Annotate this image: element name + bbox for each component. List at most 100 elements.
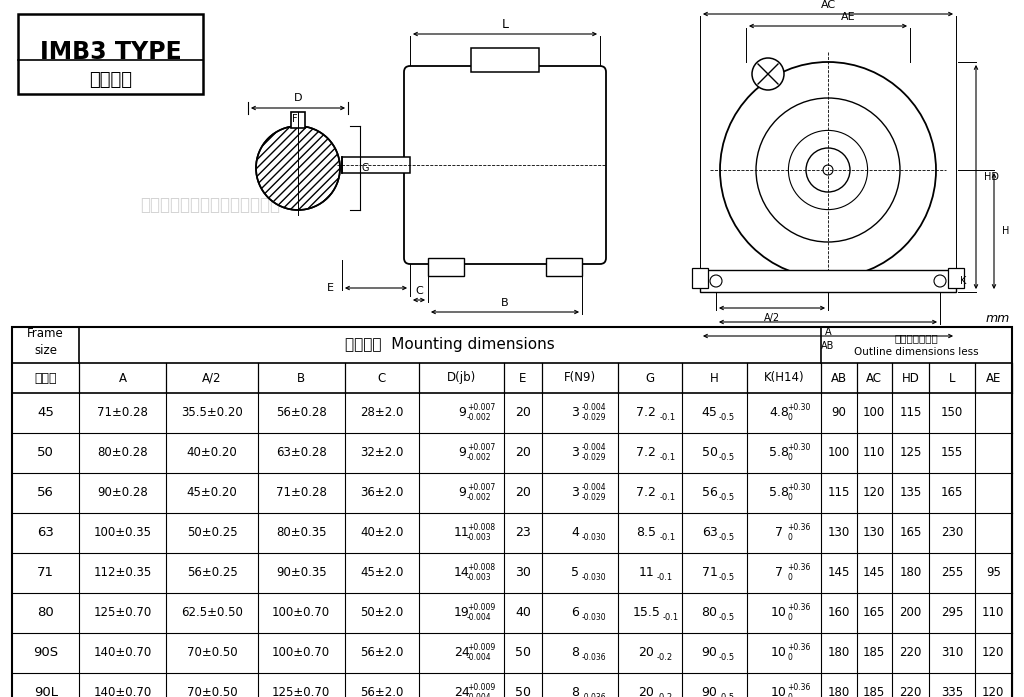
Text: 5: 5 bbox=[570, 567, 579, 579]
Text: -0.002: -0.002 bbox=[467, 493, 492, 503]
Text: 130: 130 bbox=[827, 526, 850, 539]
Text: 0: 0 bbox=[787, 574, 792, 583]
Text: 115: 115 bbox=[899, 406, 922, 420]
Text: 山东华力电机集团股份有限公司: 山东华力电机集团股份有限公司 bbox=[140, 196, 280, 214]
Text: C: C bbox=[415, 286, 423, 296]
Text: 185: 185 bbox=[863, 687, 886, 697]
Text: -0.1: -0.1 bbox=[659, 454, 676, 463]
Text: 外形尺寸不大於
Outline dimensions less: 外形尺寸不大於 Outline dimensions less bbox=[854, 333, 979, 357]
Text: 165: 165 bbox=[899, 526, 922, 539]
Text: -0.1: -0.1 bbox=[659, 413, 676, 422]
Text: 40: 40 bbox=[515, 606, 530, 620]
Text: 5.8: 5.8 bbox=[769, 487, 790, 500]
Text: 90: 90 bbox=[831, 406, 847, 420]
Text: 24: 24 bbox=[454, 687, 470, 697]
Text: 185: 185 bbox=[863, 647, 886, 659]
Bar bbox=[692, 268, 708, 288]
Text: 70±0.50: 70±0.50 bbox=[186, 687, 238, 697]
Text: +0.36: +0.36 bbox=[787, 604, 810, 613]
Text: 50: 50 bbox=[37, 447, 54, 459]
Text: 115: 115 bbox=[827, 487, 850, 500]
Text: AB: AB bbox=[821, 341, 835, 351]
Text: 145: 145 bbox=[863, 567, 886, 579]
Text: -0.5: -0.5 bbox=[719, 694, 734, 697]
Text: -0.036: -0.036 bbox=[582, 694, 606, 697]
Text: +0.30: +0.30 bbox=[787, 404, 810, 413]
Text: +0.008: +0.008 bbox=[467, 563, 495, 572]
Text: 45±0.20: 45±0.20 bbox=[186, 487, 238, 500]
Text: 安装尺寸  Mounting dimensions: 安装尺寸 Mounting dimensions bbox=[345, 337, 555, 353]
Text: 32±2.0: 32±2.0 bbox=[360, 447, 403, 459]
Text: B: B bbox=[501, 298, 509, 308]
Text: 140±0.70: 140±0.70 bbox=[94, 687, 152, 697]
Text: 180: 180 bbox=[827, 687, 850, 697]
Text: 20: 20 bbox=[515, 406, 530, 420]
Text: 5.8: 5.8 bbox=[769, 447, 790, 459]
Text: 135: 135 bbox=[899, 487, 922, 500]
Text: 295: 295 bbox=[941, 606, 964, 620]
Text: -0.5: -0.5 bbox=[719, 413, 734, 422]
Text: C: C bbox=[378, 372, 386, 385]
Text: A/2: A/2 bbox=[203, 372, 222, 385]
Text: L: L bbox=[502, 19, 509, 31]
Text: 0: 0 bbox=[787, 413, 792, 422]
Text: 130: 130 bbox=[863, 526, 886, 539]
Text: -0.002: -0.002 bbox=[467, 413, 492, 422]
Text: 155: 155 bbox=[941, 447, 963, 459]
Text: 56±2.0: 56±2.0 bbox=[360, 647, 403, 659]
Text: HD: HD bbox=[984, 172, 999, 182]
Text: +0.36: +0.36 bbox=[787, 643, 810, 652]
Text: -0.2: -0.2 bbox=[656, 694, 673, 697]
Text: 56: 56 bbox=[37, 487, 54, 500]
Text: 90±0.28: 90±0.28 bbox=[97, 487, 148, 500]
Text: 50: 50 bbox=[701, 447, 718, 459]
Text: -0.030: -0.030 bbox=[582, 613, 606, 622]
Text: 80±0.35: 80±0.35 bbox=[275, 526, 327, 539]
Text: 45: 45 bbox=[37, 406, 54, 420]
Text: 45±2.0: 45±2.0 bbox=[360, 567, 403, 579]
Text: -0.5: -0.5 bbox=[719, 574, 734, 583]
Text: 71: 71 bbox=[701, 567, 718, 579]
Text: 230: 230 bbox=[941, 526, 963, 539]
Text: 150: 150 bbox=[941, 406, 963, 420]
Text: 0: 0 bbox=[787, 493, 792, 503]
Text: 3: 3 bbox=[571, 406, 579, 420]
Text: 40±0.20: 40±0.20 bbox=[186, 447, 238, 459]
Text: 70±0.50: 70±0.50 bbox=[186, 647, 238, 659]
Text: D(jb): D(jb) bbox=[447, 372, 476, 385]
Text: -0.2: -0.2 bbox=[656, 654, 673, 663]
Text: -0.029: -0.029 bbox=[582, 493, 606, 503]
Text: 15.5: 15.5 bbox=[633, 606, 660, 620]
Text: -0.5: -0.5 bbox=[719, 493, 734, 503]
Text: +0.009: +0.009 bbox=[467, 643, 495, 652]
Text: 7: 7 bbox=[775, 567, 783, 579]
Text: 165: 165 bbox=[941, 487, 964, 500]
Text: K(H14): K(H14) bbox=[764, 372, 804, 385]
Text: Frame
size: Frame size bbox=[28, 327, 65, 357]
Text: -0.030: -0.030 bbox=[582, 574, 606, 583]
Text: 10: 10 bbox=[771, 647, 787, 659]
Text: -0.1: -0.1 bbox=[659, 493, 676, 503]
Text: 56±0.28: 56±0.28 bbox=[275, 406, 327, 420]
Text: 7: 7 bbox=[775, 526, 783, 539]
Text: 50: 50 bbox=[515, 647, 530, 659]
Text: 112±0.35: 112±0.35 bbox=[94, 567, 152, 579]
Text: IMB3 TYPE: IMB3 TYPE bbox=[40, 40, 181, 64]
Text: 110: 110 bbox=[982, 606, 1005, 620]
Text: 3: 3 bbox=[571, 487, 579, 500]
Text: 100±0.70: 100±0.70 bbox=[272, 647, 330, 659]
Text: 200: 200 bbox=[899, 606, 922, 620]
Text: 63±0.28: 63±0.28 bbox=[275, 447, 327, 459]
Text: -0.029: -0.029 bbox=[582, 454, 606, 463]
Text: 110: 110 bbox=[863, 447, 886, 459]
Text: +0.009: +0.009 bbox=[467, 604, 495, 613]
Circle shape bbox=[752, 58, 784, 90]
Text: 100: 100 bbox=[827, 447, 850, 459]
Text: 220: 220 bbox=[899, 687, 922, 697]
Bar bbox=[700, 270, 956, 292]
Text: 50±2.0: 50±2.0 bbox=[360, 606, 403, 620]
Text: AE: AE bbox=[986, 372, 1001, 385]
Text: -0.036: -0.036 bbox=[582, 654, 606, 663]
Text: F: F bbox=[292, 114, 298, 124]
Text: 120: 120 bbox=[982, 687, 1005, 697]
